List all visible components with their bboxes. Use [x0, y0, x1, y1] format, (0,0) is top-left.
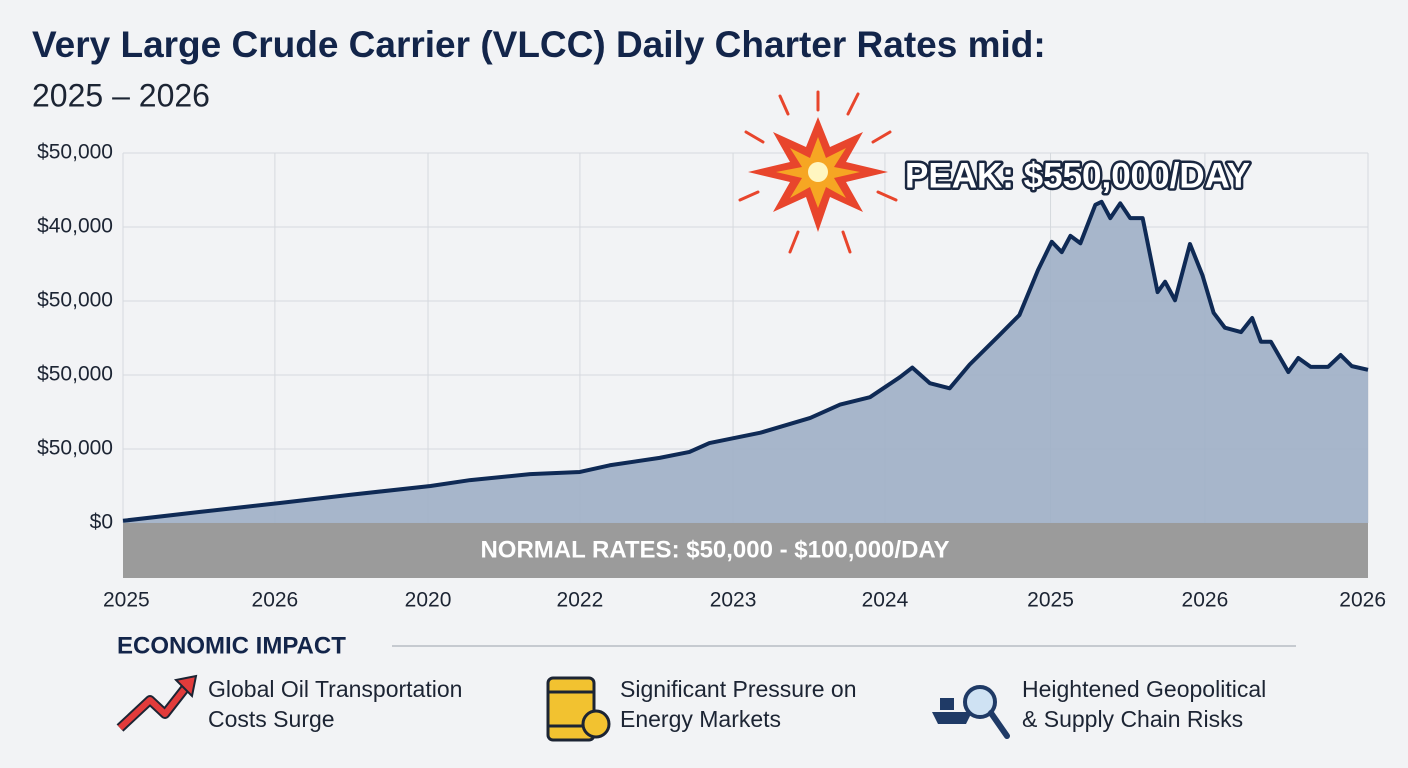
- explosion-icon: [738, 90, 898, 254]
- y-tick-label: $50,000: [37, 437, 113, 460]
- area: [123, 201, 1368, 523]
- impact-text: Energy Markets: [620, 706, 781, 732]
- impact-text: Global Oil Transportation: [208, 676, 462, 702]
- y-tick-label: $50,000: [37, 289, 113, 312]
- impact-heading: ECONOMIC IMPACT: [117, 632, 346, 659]
- peak-annotation: PEAK: $550,000/DAY: [905, 156, 1250, 195]
- barrel-icon: [546, 676, 611, 742]
- ship-risk-icon: [932, 685, 1010, 739]
- x-tick-label: 2026: [1182, 589, 1229, 612]
- y-tick-label: $50,000: [37, 363, 113, 386]
- x-tick-label: 2022: [557, 589, 604, 612]
- chart-subtitle: 2025 – 2026: [32, 77, 210, 113]
- impact-text: Significant Pressure on: [620, 676, 857, 702]
- y-tick-label: $50,000: [37, 141, 113, 164]
- x-tick-label: 2024: [862, 589, 909, 612]
- chart-title: Very Large Crude Carrier (VLCC) Daily Ch…: [32, 24, 1046, 65]
- normal-annotation: NORMAL RATES: $50,000 - $100,000/DAY: [480, 536, 949, 563]
- x-tick-label: 2025: [103, 589, 150, 612]
- impact-text: Heightened Geopolitical: [1022, 676, 1266, 702]
- x-tick-label: 2020: [405, 589, 452, 612]
- line: [122, 199, 1369, 523]
- y-tick-label: $40,000: [37, 215, 113, 238]
- normal-band: [123, 523, 1368, 578]
- y-tick-label: $0: [90, 511, 113, 534]
- impact-text: Costs Surge: [208, 706, 335, 732]
- impact-text: & Supply Chain Risks: [1022, 706, 1243, 732]
- x-tick-label: 2023: [710, 589, 757, 612]
- x-tick-label: 2026: [252, 589, 299, 612]
- x-tick-label: 2025: [1027, 589, 1074, 612]
- x-tick-label: 2026: [1339, 589, 1386, 612]
- trend-icon: [116, 674, 198, 732]
